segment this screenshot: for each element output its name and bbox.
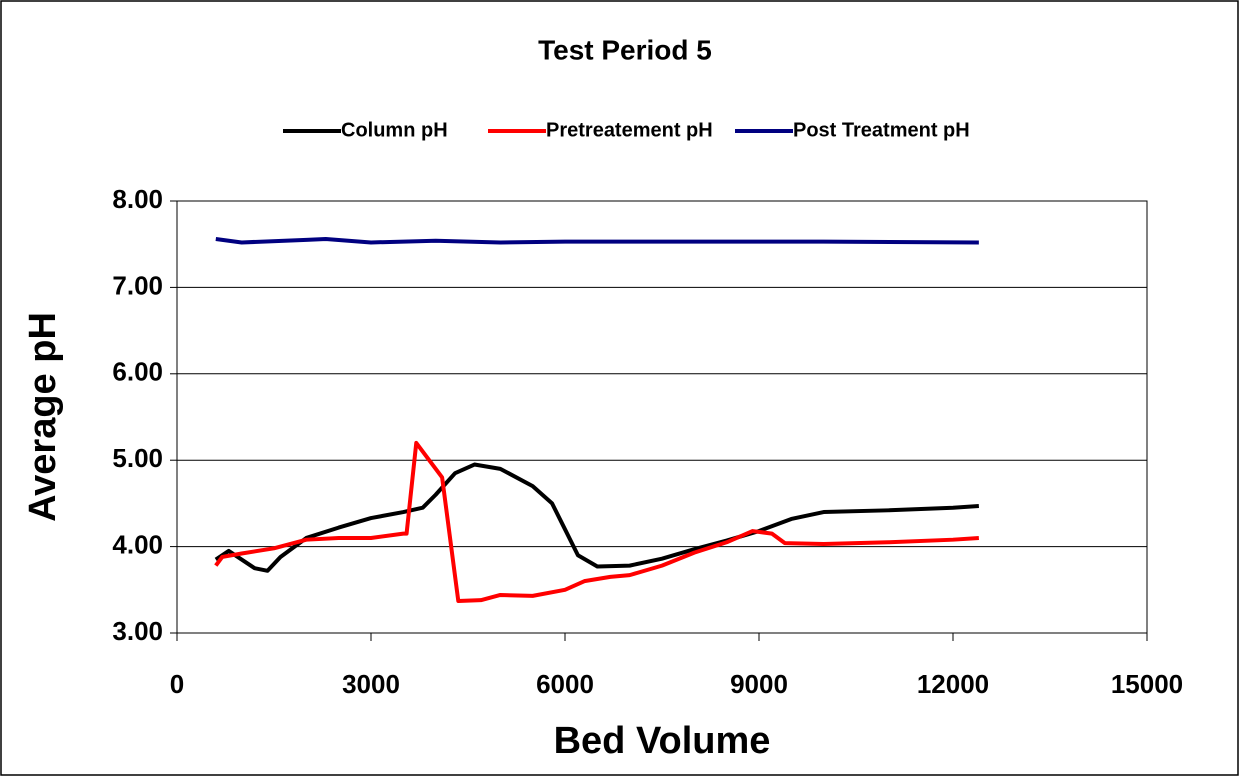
- series-line: [215, 237, 979, 245]
- x-tick-label: 3000: [342, 669, 400, 699]
- x-axis-label: Bed Volume: [554, 720, 771, 762]
- y-tick-label: 3.00: [112, 616, 163, 646]
- y-tick-label: 4.00: [112, 529, 163, 559]
- chart-title: Test Period 5: [538, 34, 712, 65]
- y-tick-label: 5.00: [112, 443, 163, 473]
- series-line: [214, 440, 980, 604]
- x-tick-label: 15000: [1111, 669, 1183, 699]
- legend-label: Pretreatement pH: [546, 119, 713, 141]
- y-tick-label: 6.00: [112, 357, 163, 387]
- plot-area: [176, 200, 1148, 634]
- legend-label: Post Treatment pH: [793, 119, 970, 141]
- series-line: [214, 462, 980, 573]
- x-tick-label: 6000: [536, 669, 594, 699]
- x-tick-label: 12000: [917, 669, 989, 699]
- y-axis-label: Average pH: [22, 312, 64, 522]
- x-tick-label: 9000: [730, 669, 788, 699]
- x-tick-label: 0: [170, 669, 184, 699]
- y-tick-label: 7.00: [112, 270, 163, 300]
- y-tick-label: 8.00: [112, 184, 163, 214]
- legend-label: Column pH: [341, 119, 448, 141]
